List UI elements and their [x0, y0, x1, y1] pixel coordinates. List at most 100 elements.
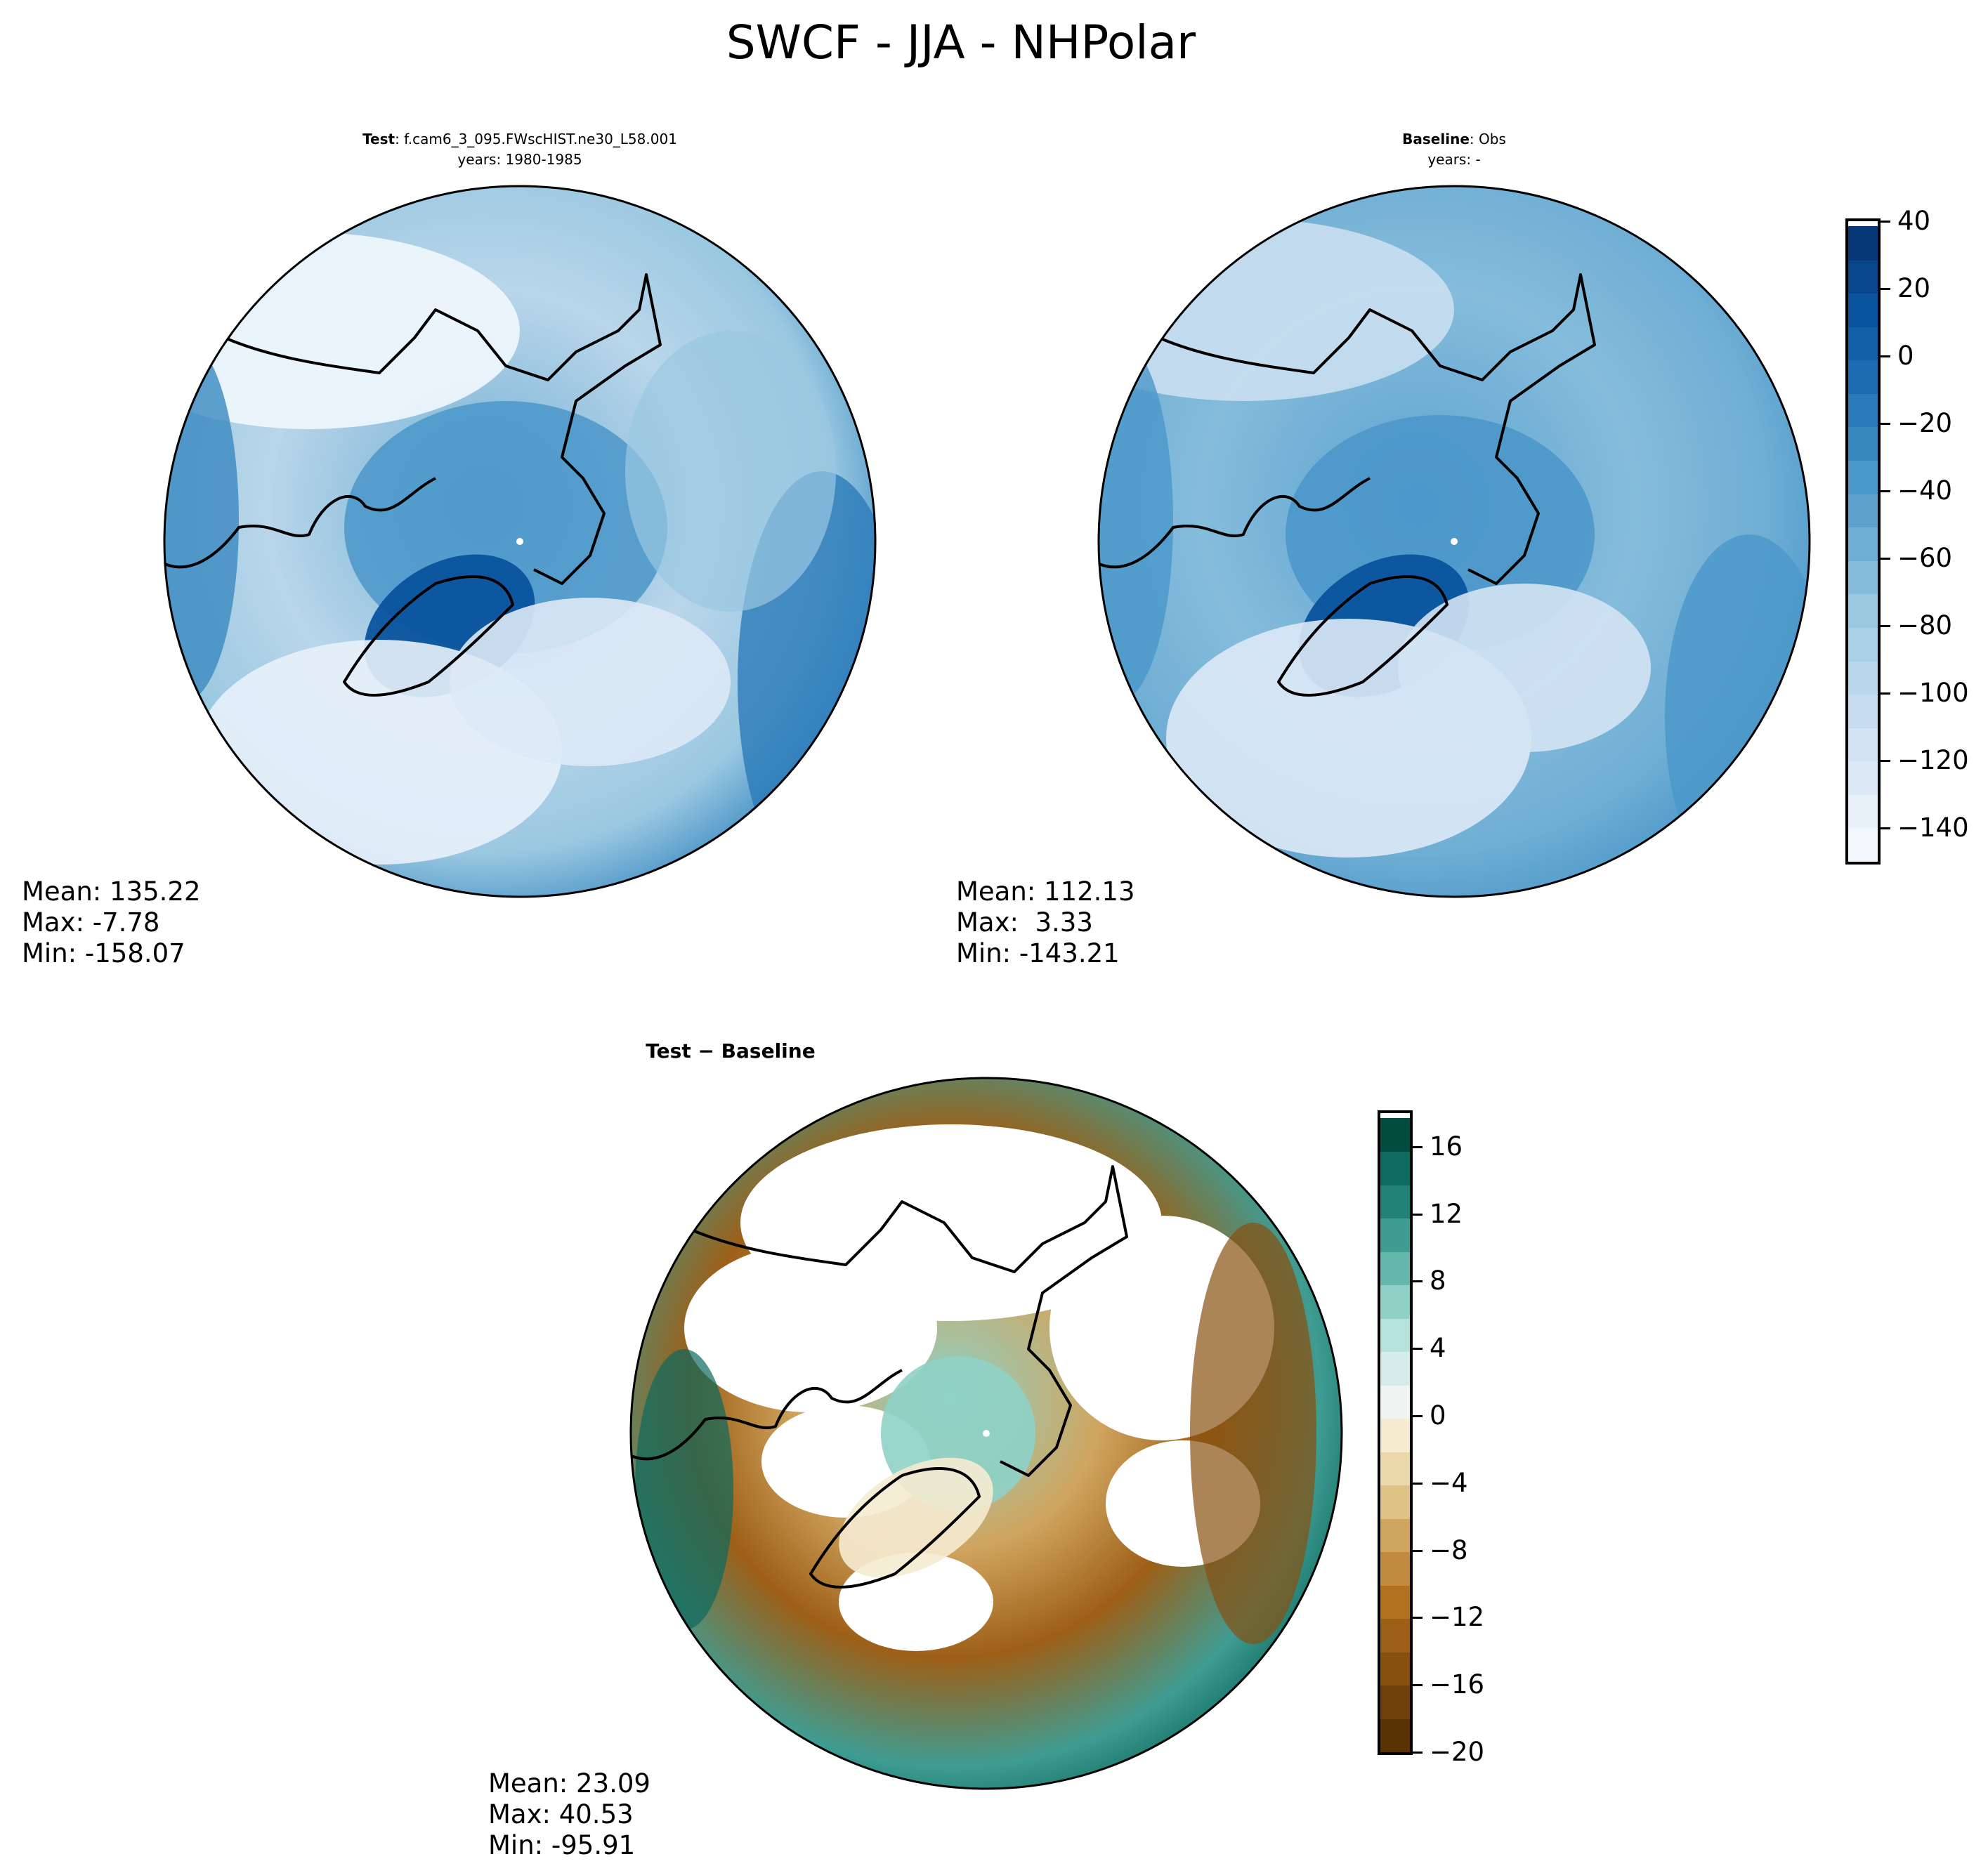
main-colorbar-tick-label: −80 [1897, 610, 1953, 640]
baseline-field-region [1398, 584, 1651, 752]
baseline-stats: Mean: 112.13 Max: 3.33 Min: -143.21 [956, 876, 1135, 969]
figure-title: SWCF - JJA - NHPolar [726, 15, 1196, 70]
diff-field [631, 1078, 1342, 1789]
test-title-label: Test [362, 131, 395, 147]
main-colorbar-bin [1848, 560, 1878, 595]
baseline-map-boundary [1097, 185, 1811, 898]
main-colorbar-tick-label: −40 [1897, 475, 1953, 506]
baseline-mean: Mean: 112.13 [956, 876, 1135, 907]
diff-colorbar-bin [1380, 1651, 1410, 1686]
diff-map-boundary [629, 1077, 1343, 1790]
main-colorbar-tick-label: −60 [1897, 543, 1953, 573]
baseline-field-region [1099, 338, 1173, 703]
test-max: Max: -7.78 [22, 907, 160, 938]
diff-colorbar-bin [1380, 1284, 1410, 1319]
diff-colorbar-bin [1380, 1251, 1410, 1286]
diff-colorbar-bin [1380, 1518, 1410, 1553]
baseline-panel-title: Baseline: Obs years: - [1138, 129, 1770, 170]
test-min: Min: -158.07 [22, 938, 185, 968]
main-colorbar-tick-label: −120 [1897, 745, 1969, 775]
baseline-years: years: - [1427, 151, 1481, 168]
diff-max: Max: 40.53 [488, 1799, 634, 1829]
test-map [163, 185, 877, 898]
diff-colorbar-bin [1380, 1451, 1410, 1486]
test-case-name: : f.cam6_3_095.FWscHIST.ne30_L58.001 [395, 131, 677, 147]
main-colorbar-tick [1881, 760, 1890, 762]
baseline-case-name: : Obs [1469, 131, 1506, 147]
diff-colorbar-tick [1413, 1145, 1423, 1148]
main-colorbar-bin [1848, 761, 1878, 795]
test-panel-title: Test: f.cam6_3_095.FWscHIST.ne30_L58.001… [204, 129, 836, 170]
diff-colorbar-tick [1413, 1348, 1423, 1350]
main-colorbar-bin [1848, 827, 1878, 862]
main-colorbar-bin [1848, 460, 1878, 494]
main-colorbar-tick-label: 20 [1897, 273, 1931, 303]
diff-colorbar-bin [1380, 1618, 1410, 1652]
diff-stats: Mean: 23.09 Max: 40.53 Min: -95.91 [488, 1768, 650, 1861]
diff-pole-marker [983, 1430, 990, 1437]
main-colorbar-bin [1848, 794, 1878, 829]
diff-mean: Mean: 23.09 [488, 1768, 650, 1799]
diff-min: Min: -95.91 [488, 1830, 636, 1860]
diff-colorbar-tick [1413, 1549, 1423, 1552]
test-pole-marker [516, 538, 523, 545]
diff-colorbar-tick-label: 0 [1430, 1400, 1446, 1431]
diff-colorbar-bin [1380, 1584, 1410, 1619]
baseline-coastline [1099, 273, 1596, 697]
diff-map [629, 1077, 1343, 1790]
main-colorbar-tick-label: −100 [1897, 678, 1969, 708]
main-colorbar-bin [1848, 626, 1878, 662]
main-colorbar-tick-label: 40 [1897, 206, 1931, 236]
diff-colorbar-bin [1380, 1218, 1410, 1252]
main-colorbar-tick [1881, 288, 1890, 290]
baseline-pole-marker [1451, 538, 1458, 545]
main-colorbar-tick [1881, 355, 1890, 357]
diff-field-region [839, 1457, 993, 1578]
diff-colorbar-tick [1413, 1415, 1423, 1418]
main-colorbar-bin [1848, 259, 1878, 294]
main-colorbar-bin [1848, 660, 1878, 695]
main-colorbar-ticks: 40 20 0 −20 −40 −60 −80 −100 −120 −140 [1881, 207, 1986, 865]
diff-panel-title: Test − Baseline [646, 1039, 816, 1063]
diff-colorbar-tick-label: −16 [1430, 1669, 1485, 1700]
test-stats: Mean: 135.22 Max: -7.78 Min: -158.07 [22, 876, 201, 969]
diff-colorbar-bin [1380, 1151, 1410, 1185]
main-colorbar-bin [1848, 593, 1878, 628]
diff-colorbar-bin [1380, 1718, 1410, 1752]
diff-colorbar-tick [1413, 1482, 1423, 1485]
diff-colorbar-bin [1380, 1351, 1410, 1386]
diff-colorbar-bin [1380, 1184, 1410, 1219]
diff-colorbar-bin [1380, 1485, 1410, 1519]
main-colorbar-bin [1848, 694, 1878, 728]
main-colorbar-tick [1881, 423, 1890, 425]
diff-colorbar-bin [1380, 1551, 1410, 1586]
diff-colorbar-tick-label: 4 [1430, 1333, 1446, 1364]
main-colorbar [1845, 218, 1881, 865]
diff-colorbar-bin [1380, 1118, 1410, 1152]
diff-colorbar-tick [1413, 1617, 1423, 1619]
diff-colorbar-tick-label: −12 [1430, 1602, 1485, 1633]
baseline-max: Max: 3.33 [956, 907, 1093, 938]
diff-colorbar-tick-label: −4 [1430, 1467, 1468, 1498]
diff-colorbar-tick-label: 16 [1430, 1131, 1463, 1162]
diff-colorbar-tick-label: −20 [1430, 1737, 1485, 1767]
diff-colorbar-tick-label: 12 [1430, 1198, 1463, 1229]
diff-colorbar-bin [1380, 1317, 1410, 1353]
diff-colorbar-tick-label: 8 [1430, 1266, 1446, 1296]
main-colorbar-tick [1881, 625, 1890, 627]
main-colorbar-tick [1881, 558, 1890, 560]
diff-colorbar-tick [1413, 1280, 1423, 1283]
diff-colorbar-bin [1380, 1685, 1410, 1719]
main-colorbar-tick-label: 0 [1897, 341, 1914, 371]
main-colorbar-bin [1848, 293, 1878, 327]
diff-colorbar-bin [1380, 1418, 1410, 1452]
baseline-title-label: Baseline [1402, 131, 1470, 147]
diff-field-region [1190, 1223, 1316, 1644]
test-mean: Mean: 135.22 [22, 876, 201, 907]
main-colorbar-tick-label: −140 [1897, 813, 1969, 843]
diff-colorbar-tick [1413, 1684, 1423, 1687]
diff-colorbar [1378, 1110, 1413, 1755]
baseline-min: Min: -143.21 [956, 938, 1120, 968]
diff-colorbar-ticks: 16 12 8 4 0 −4 −8 −12 −16 −20 [1413, 1110, 1518, 1766]
main-colorbar-tick [1881, 490, 1890, 492]
